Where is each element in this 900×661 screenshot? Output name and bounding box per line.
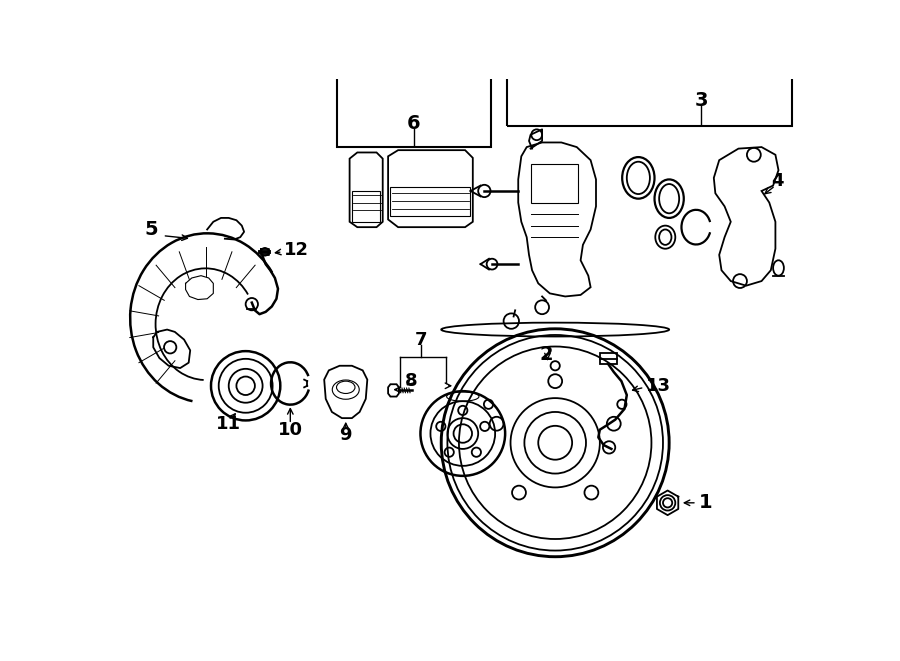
Text: 9: 9: [339, 426, 352, 444]
Bar: [599, 354, 616, 364]
Text: 6: 6: [407, 114, 420, 134]
Text: 1: 1: [698, 493, 712, 512]
Bar: [352, 191, 381, 222]
Bar: [530, 164, 579, 202]
Bar: [508, 0, 792, 126]
Text: 8: 8: [405, 372, 418, 390]
Text: 2: 2: [539, 346, 553, 364]
Text: 10: 10: [278, 420, 302, 439]
Text: 4: 4: [770, 172, 783, 190]
Text: 5: 5: [145, 220, 158, 239]
Text: 12: 12: [284, 241, 310, 259]
Bar: [391, 187, 471, 216]
Text: 11: 11: [216, 415, 241, 433]
Text: 13: 13: [646, 377, 671, 395]
Text: 3: 3: [695, 91, 708, 110]
Bar: [337, 36, 491, 147]
Text: 7: 7: [415, 330, 428, 348]
